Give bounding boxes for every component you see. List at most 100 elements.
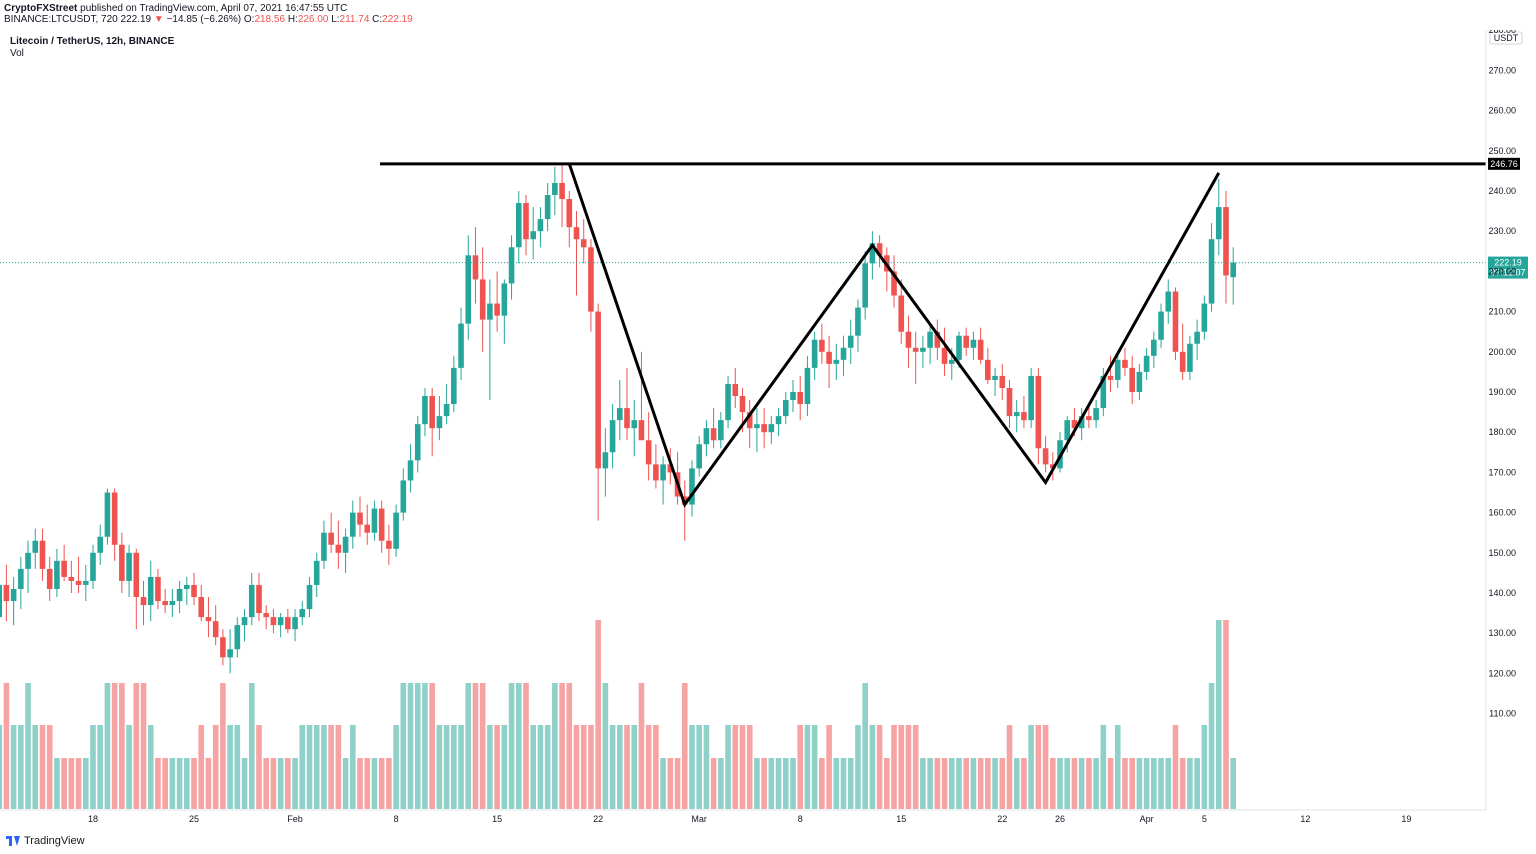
- countdown-label: 07:12:07: [1490, 268, 1525, 278]
- candle-body: [746, 412, 753, 429]
- candle-body: [718, 420, 724, 441]
- volume-bar: [631, 725, 638, 809]
- volume-bar: [1071, 758, 1078, 809]
- volume-bar: [10, 725, 17, 809]
- candle-body: [1021, 412, 1027, 421]
- candle-body: [847, 335, 854, 348]
- volume-bar: [645, 725, 652, 809]
- candle-body: [386, 540, 392, 549]
- volume-bar: [1100, 725, 1107, 809]
- candle-body: [1093, 408, 1099, 421]
- candle-body: [256, 584, 262, 614]
- volume-bar: [393, 725, 399, 809]
- volume-bar: [1187, 758, 1193, 809]
- pattern-zigzag-line: [567, 163, 1221, 508]
- volume-bar: [429, 683, 435, 809]
- volume-bar: [1064, 758, 1071, 809]
- candle-body: [1208, 239, 1215, 304]
- volume-bar: [25, 683, 31, 809]
- candle-body: [1223, 207, 1229, 276]
- chart-legend: Litecoin / TetherUS, 12h, BINANCE Vol: [10, 36, 174, 60]
- candle-body: [696, 444, 702, 469]
- y-tick-label: 120.00: [1488, 668, 1516, 678]
- volume-bar: [1136, 758, 1143, 809]
- volume-bar: [508, 683, 515, 809]
- volume-bar: [479, 683, 486, 809]
- candle-body: [970, 339, 977, 348]
- candle-body: [754, 424, 760, 429]
- candle-body: [508, 247, 515, 284]
- volume-bar: [414, 683, 421, 809]
- volume-bar: [905, 725, 912, 809]
- volume-bar: [674, 758, 681, 809]
- volume-bar: [1013, 758, 1020, 809]
- candle-body: [126, 552, 132, 581]
- candle-body: [176, 588, 183, 602]
- volume-bar: [891, 725, 897, 809]
- volume-bar: [248, 683, 255, 809]
- volume-bar: [501, 725, 508, 809]
- volume-bar: [1223, 620, 1229, 809]
- last-price-label: 222.19: [1494, 258, 1522, 268]
- volume-bar: [732, 725, 739, 809]
- candle-body: [371, 508, 378, 533]
- volume-bar: [761, 758, 767, 809]
- candle-body: [667, 464, 674, 473]
- candle-body: [595, 311, 601, 469]
- candle-body: [948, 359, 955, 364]
- volume-bar: [970, 758, 977, 809]
- candle-body: [393, 512, 399, 549]
- volume-bar: [68, 758, 75, 809]
- volume-bar: [566, 683, 573, 809]
- candle-body: [458, 323, 464, 368]
- volume-bar: [270, 758, 277, 809]
- volume-bar: [515, 683, 522, 809]
- volume-bar: [205, 758, 212, 809]
- volume-bar: [934, 758, 941, 809]
- y-tick-label: 220.00: [1488, 266, 1516, 276]
- volume-bar: [811, 725, 818, 809]
- volume-bar: [75, 758, 82, 809]
- volume-bar: [775, 758, 782, 809]
- low-label: L:: [331, 14, 340, 25]
- volume-bar: [1021, 758, 1027, 809]
- volume-bar: [782, 758, 789, 809]
- volume-bar: [335, 725, 342, 809]
- y-tick-label: 260.00: [1488, 106, 1516, 116]
- candle-body: [855, 307, 861, 336]
- open-value: 218.56: [254, 14, 286, 25]
- volume-bar: [458, 725, 464, 809]
- candle-body: [90, 552, 96, 581]
- volume-bar: [285, 758, 291, 809]
- candle-body: [465, 255, 472, 324]
- volume-bar: [552, 683, 558, 809]
- volume-bar: [494, 725, 500, 809]
- candle-body: [790, 392, 796, 401]
- y-tick-label: 270.00: [1488, 65, 1516, 75]
- candle-body: [0, 584, 2, 618]
- legend-volume: Vol: [10, 48, 24, 59]
- volume-bar: [162, 758, 168, 809]
- candle-body: [559, 182, 565, 200]
- candle-body: [782, 400, 789, 417]
- volume-bar: [948, 758, 955, 809]
- y-tick-label: 150.00: [1488, 548, 1516, 558]
- candle-body: [313, 560, 320, 585]
- candle-body: [357, 512, 363, 525]
- candle-body: [739, 396, 746, 413]
- volume-bar: [111, 683, 118, 809]
- volume-bar: [342, 758, 349, 809]
- volume-bar: [869, 725, 876, 809]
- volume-bar: [588, 725, 594, 809]
- legend-title: Litecoin / TetherUS, 12h, BINANCE: [10, 36, 175, 47]
- candle-body: [891, 271, 897, 296]
- volume-bar: [1049, 758, 1056, 809]
- footer-brand[interactable]: TradingView: [6, 835, 85, 847]
- candle-body: [1006, 387, 1013, 417]
- volume-bar: [1151, 758, 1157, 809]
- y-tick-label: 180.00: [1488, 427, 1516, 437]
- volume-bar: [407, 683, 414, 809]
- volume-bar: [617, 725, 623, 809]
- volume-bar: [82, 758, 89, 809]
